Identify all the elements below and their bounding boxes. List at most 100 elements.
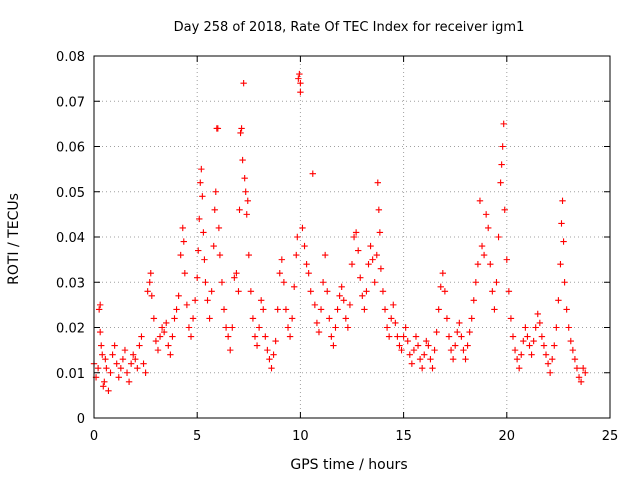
data-point bbox=[575, 374, 583, 381]
data-point bbox=[454, 328, 461, 336]
data-point bbox=[571, 355, 579, 363]
data-point bbox=[332, 324, 339, 331]
data-point bbox=[435, 306, 442, 313]
data-point bbox=[474, 260, 482, 268]
data-point bbox=[369, 256, 376, 263]
data-point bbox=[206, 315, 213, 322]
data-point bbox=[367, 242, 374, 250]
data-point bbox=[433, 328, 440, 336]
data-point bbox=[218, 279, 226, 286]
data-point bbox=[390, 301, 397, 309]
data-point bbox=[559, 197, 566, 204]
data-point bbox=[324, 288, 331, 295]
data-point bbox=[579, 365, 587, 372]
data-point bbox=[163, 319, 170, 327]
data-point bbox=[127, 360, 135, 367]
data-point bbox=[199, 193, 206, 200]
data-point bbox=[147, 270, 154, 277]
data-point bbox=[423, 337, 430, 345]
data-point bbox=[198, 165, 205, 173]
data-point bbox=[224, 333, 232, 340]
data-point bbox=[340, 297, 347, 304]
data-point bbox=[187, 333, 195, 340]
data-point bbox=[270, 351, 277, 358]
data-point bbox=[528, 351, 535, 358]
data-point bbox=[381, 306, 389, 313]
data-point bbox=[309, 170, 316, 177]
data-point bbox=[468, 315, 475, 322]
data-point bbox=[317, 306, 325, 313]
data-point bbox=[443, 315, 451, 322]
data-point bbox=[101, 378, 108, 385]
data-point bbox=[96, 328, 104, 336]
data-point bbox=[257, 297, 265, 304]
data-point bbox=[456, 319, 463, 327]
data-point bbox=[498, 161, 505, 168]
data-point bbox=[169, 333, 176, 340]
data-point bbox=[117, 365, 125, 372]
data-point bbox=[284, 324, 292, 331]
data-point bbox=[266, 355, 273, 363]
data-point bbox=[408, 360, 416, 367]
data-point bbox=[315, 328, 323, 336]
data-point bbox=[243, 211, 250, 218]
data-point bbox=[489, 288, 496, 295]
data-point bbox=[244, 197, 251, 204]
data-point bbox=[447, 346, 455, 354]
data-point bbox=[183, 301, 191, 309]
data-point bbox=[522, 324, 529, 331]
data-point bbox=[245, 251, 252, 259]
data-point bbox=[140, 360, 147, 367]
data-point bbox=[237, 129, 244, 137]
data-point bbox=[480, 251, 488, 259]
data-point bbox=[518, 351, 525, 358]
data-point bbox=[458, 333, 465, 340]
data-point bbox=[509, 333, 517, 340]
data-point bbox=[352, 229, 360, 236]
data-point bbox=[526, 342, 533, 349]
data-point bbox=[441, 288, 449, 295]
data-point bbox=[282, 306, 290, 313]
data-point bbox=[301, 242, 308, 250]
data-point bbox=[412, 333, 420, 340]
data-point bbox=[338, 283, 345, 290]
data-point bbox=[507, 315, 515, 322]
data-point bbox=[445, 333, 453, 340]
data-point bbox=[107, 369, 114, 376]
data-point bbox=[94, 365, 102, 372]
data-point bbox=[379, 288, 387, 295]
data-point bbox=[373, 251, 380, 259]
data-points bbox=[90, 70, 589, 395]
data-point bbox=[222, 324, 230, 331]
data-point bbox=[425, 342, 432, 349]
data-point bbox=[330, 342, 337, 349]
data-point bbox=[171, 315, 178, 322]
data-point bbox=[215, 224, 223, 232]
data-point bbox=[392, 319, 399, 327]
data-point bbox=[216, 251, 224, 259]
data-point bbox=[185, 324, 193, 331]
data-point bbox=[211, 206, 218, 214]
data-point bbox=[253, 342, 261, 349]
data-point bbox=[227, 346, 234, 354]
data-point bbox=[286, 333, 294, 340]
data-point bbox=[305, 270, 312, 277]
data-point bbox=[520, 337, 527, 345]
data-point bbox=[319, 279, 327, 286]
y-tick-label: 0.05 bbox=[56, 186, 85, 201]
data-point bbox=[272, 337, 279, 345]
data-point bbox=[121, 346, 129, 354]
data-point bbox=[460, 346, 467, 354]
y-tick-label: 0.07 bbox=[56, 95, 85, 110]
data-point bbox=[503, 256, 510, 263]
data-point bbox=[359, 292, 366, 300]
data-point bbox=[427, 355, 434, 363]
data-point bbox=[505, 288, 513, 295]
data-point bbox=[138, 333, 145, 340]
data-point bbox=[238, 125, 245, 132]
data-point bbox=[472, 279, 480, 286]
data-point bbox=[346, 301, 354, 309]
data-point bbox=[406, 351, 413, 358]
data-point bbox=[376, 229, 384, 236]
data-point bbox=[561, 279, 568, 286]
